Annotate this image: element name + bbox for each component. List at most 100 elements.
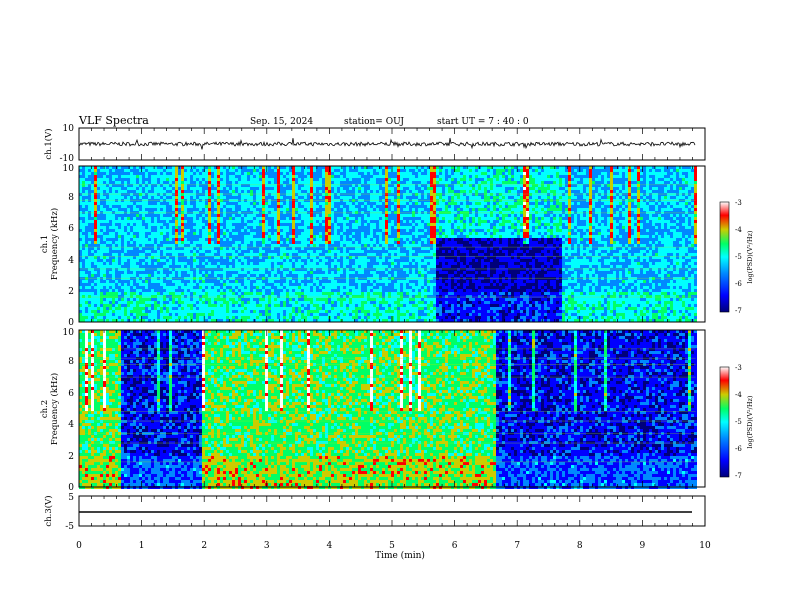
spectrogram-cell-ch1 [208,238,211,241]
spectrogram-cell-ch1 [172,226,175,229]
spectrogram-cell-ch1 [184,205,187,208]
spectrogram-cell-ch1 [145,169,148,172]
spectrogram-cell-ch1 [151,226,154,229]
spectrogram-cell-ch1 [364,199,367,202]
spectrogram-cell-ch1 [97,259,100,262]
spectrogram-cell-ch1 [340,202,343,205]
spectrogram-cell-ch1 [118,286,121,289]
spectrogram-cell-ch1 [121,223,124,226]
spectrogram-cell-ch1 [88,286,91,289]
spectrogram-cell-ch1 [244,247,247,250]
spectrogram-cell-ch1 [307,172,310,175]
spectrogram-cell-ch1 [166,292,169,295]
spectrogram-cell-ch1 [325,187,328,190]
spectrogram-cell-ch1 [343,247,346,250]
spectrogram-cell-ch1 [145,307,148,310]
spectrogram-cell-ch1 [295,253,298,256]
spectrogram-cell-ch1 [247,319,250,322]
spectrogram-cell-ch1 [97,193,100,196]
spectrogram-cell-ch1 [202,211,205,214]
spectrogram-cell-ch1 [163,199,166,202]
spectrogram-cell-ch1 [235,199,238,202]
spectrogram-cell-ch1 [355,172,358,175]
spectrogram-cell-ch1 [151,298,154,301]
spectrogram-cell-ch1 [316,280,319,283]
spectrogram-cell-ch1 [247,283,250,286]
spectrogram-cell-ch1 [163,304,166,307]
spectrogram-cell-ch1 [112,256,115,259]
spectrogram-cell-ch1 [181,271,184,274]
spectrogram-cell-ch1 [235,295,238,298]
spectrogram-cell-ch1 [190,286,193,289]
spectrogram-cell-ch1 [223,178,226,181]
spectrogram-cell-ch1 [193,202,196,205]
spectrogram-cell-ch1 [127,187,130,190]
spectrogram-cell-ch1 [343,178,346,181]
spectrogram-cell-ch1 [85,175,88,178]
spectrogram-cell-ch1 [313,220,316,223]
spectrogram-cell-ch1 [238,181,241,184]
spectrogram-cell-ch1 [328,196,331,199]
spectrogram-cell-ch1 [289,256,292,259]
spectrogram-cell-ch1 [316,304,319,307]
spectrogram-cell-ch1 [190,295,193,298]
spectrogram-cell-ch1 [100,259,103,262]
spectrogram-cell-ch1 [208,214,211,217]
spectrogram-cell-ch1 [298,295,301,298]
spectrogram-cell-ch1 [169,271,172,274]
spectrogram-cell-ch1 [337,238,340,241]
spectrogram-cell-ch1 [352,205,355,208]
spectrogram-cell-ch1 [178,211,181,214]
spectrogram-cell-ch1 [145,247,148,250]
spectrogram-cell-ch1 [307,244,310,247]
spectrogram-cell-ch1 [163,169,166,172]
spectrogram-cell-ch1 [316,313,319,316]
spectrogram-cell-ch1 [340,235,343,238]
spectrogram-cell-ch1 [154,241,157,244]
spectrogram-cell-ch1 [259,196,262,199]
spectrogram-cell-ch1 [349,295,352,298]
spectrogram-cell-ch1 [184,316,187,319]
spectrogram-cell-ch1 [232,301,235,304]
spectrogram-cell-ch1 [214,187,217,190]
spectrogram-cell-ch1 [304,244,307,247]
spectrogram-cell-ch1 [346,238,349,241]
spectrogram-cell-ch1 [247,292,250,295]
spectrogram-cell-ch1 [97,313,100,316]
spectrogram-cell-ch1 [91,298,94,301]
spectrogram-cell-ch1 [313,199,316,202]
spectrogram-cell-ch1 [334,304,337,307]
spectrogram-cell-ch1 [283,277,286,280]
spectrogram-cell-ch1 [184,253,187,256]
spectrogram-cell-ch1 [172,193,175,196]
spectrogram-cell-ch1 [286,235,289,238]
spectrogram-cell-ch1 [220,295,223,298]
spectrogram-cell-ch1 [241,187,244,190]
spectrogram-cell-ch1 [292,205,295,208]
spectrogram-cell-ch1 [118,298,121,301]
spectrogram-cell-ch1 [304,193,307,196]
spectrogram-cell-ch1 [229,238,232,241]
spectrogram-cell-ch1 [277,229,280,232]
spectrogram-cell-ch1 [253,190,256,193]
spectrogram-cell-ch1 [364,211,367,214]
spectrogram-cell-ch1 [103,238,106,241]
spectrogram-cell-ch1 [241,259,244,262]
spectrogram-cell-ch1 [295,250,298,253]
spectrogram-cell-ch1 [118,211,121,214]
spectrogram-cell-ch1 [334,232,337,235]
spectrogram-cell-ch1 [346,166,349,169]
spectrogram-cell-ch1 [142,223,145,226]
spectrogram-cell-ch1 [241,295,244,298]
spectrogram-cell-ch1 [289,217,292,220]
spectrogram-cell-ch1 [172,265,175,268]
spectrogram-cell-ch1 [121,304,124,307]
spectrogram-cell-ch1 [157,202,160,205]
spectrogram-cell-ch1 [217,283,220,286]
spectrogram-cell-ch1 [217,301,220,304]
spectrogram-cell-ch1 [211,268,214,271]
spectrogram-cell-ch1 [337,178,340,181]
spectrogram-cell-ch1 [307,292,310,295]
spectrogram-cell-ch1 [190,190,193,193]
spectrogram-cell-ch1 [193,283,196,286]
